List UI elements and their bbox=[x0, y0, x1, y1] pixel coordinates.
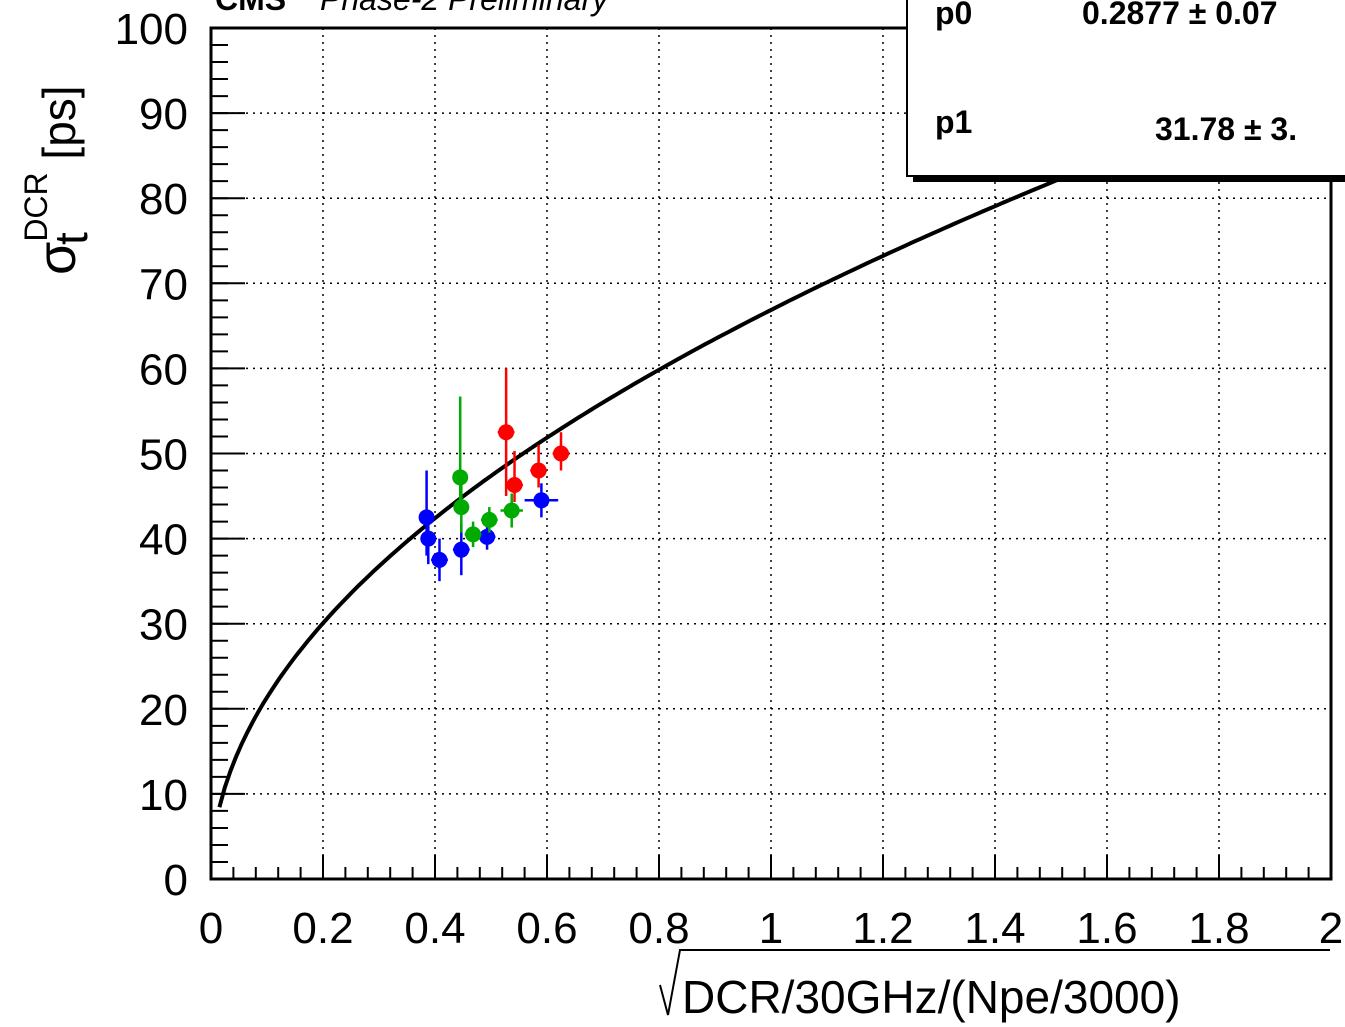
data-point bbox=[452, 469, 469, 486]
data-point bbox=[431, 551, 448, 568]
y-axis-symbol: σ bbox=[27, 242, 87, 275]
y-tick-label: 60 bbox=[139, 345, 188, 394]
data-point bbox=[465, 526, 482, 543]
cms-label: CMS bbox=[215, 0, 286, 17]
fit-stats-box: p0 0.2877 ± 0.07 p1 31.78 ± 3. bbox=[906, 0, 1345, 182]
x-tick-label: 2 bbox=[1319, 904, 1343, 953]
data-points-layer bbox=[418, 368, 570, 582]
y-tick-label: 100 bbox=[115, 5, 188, 54]
x-tick-label: 0.4 bbox=[404, 904, 465, 953]
data-point bbox=[530, 462, 547, 479]
data-point bbox=[553, 445, 569, 462]
data-point bbox=[453, 541, 470, 558]
y-axis-title: σDCR [ps] t bbox=[18, 85, 97, 275]
x-axis-title: DCR/30GHz/(Npe/3000) bbox=[659, 949, 1330, 1023]
x-tick-label: 1.6 bbox=[1076, 904, 1137, 953]
y-tick-label: 70 bbox=[139, 260, 188, 309]
y-tick-label: 40 bbox=[139, 516, 188, 565]
x-tick-label: 1.4 bbox=[964, 904, 1025, 953]
y-tick-label: 80 bbox=[139, 175, 188, 224]
stat-p0-name: p0 bbox=[935, 0, 972, 31]
data-point bbox=[506, 476, 523, 493]
tick-labels: 0 0.2 0.4 0.6 0.8 1 1.2 1.4 1.6 1.8 20102030405060… bbox=[115, 5, 1344, 953]
x-tick-label: 1.2 bbox=[852, 904, 913, 953]
stat-p0-value: 0.2877 ± 0.07 bbox=[1082, 0, 1278, 31]
x-tick-label: 0.2 bbox=[292, 904, 353, 953]
y-axis-subscript: t bbox=[45, 232, 97, 245]
data-series bbox=[418, 470, 559, 582]
y-tick-label: 0 bbox=[164, 856, 188, 905]
data-point bbox=[420, 530, 437, 547]
fit-curve bbox=[217, 75, 1327, 808]
axis-ticks bbox=[210, 27, 1332, 880]
data-point bbox=[503, 502, 520, 519]
stat-p1-name: p1 bbox=[935, 104, 972, 140]
sqrt-sign-icon bbox=[659, 949, 1330, 1016]
y-axis-superscript: DCR bbox=[18, 172, 54, 241]
data-point bbox=[479, 528, 496, 545]
data-point bbox=[498, 424, 515, 441]
y-tick-label: 90 bbox=[139, 90, 188, 139]
y-tick-label: 10 bbox=[139, 771, 188, 820]
svg-text:DCR/30GHz/(Npe/3000): DCR/30GHz/(Npe/3000) bbox=[682, 971, 1181, 1023]
x-tick-label: 1 bbox=[759, 904, 783, 953]
data-point bbox=[533, 492, 550, 509]
data-series bbox=[497, 368, 570, 503]
y-tick-label: 30 bbox=[139, 601, 188, 650]
data-point bbox=[453, 499, 470, 516]
x-tick-label: 0.6 bbox=[516, 904, 577, 953]
y-tick-label: 50 bbox=[139, 431, 188, 480]
y-tick-label: 20 bbox=[139, 686, 188, 735]
y-axis-unit: [ps] bbox=[33, 85, 85, 172]
data-point bbox=[418, 509, 435, 526]
x-tick-label: 0 bbox=[199, 904, 223, 953]
svg-text:σDCR [ps]: σDCR [ps] bbox=[18, 85, 87, 275]
status-label: Phase-2 Preliminary bbox=[320, 0, 610, 17]
fit-curve-layer bbox=[217, 75, 1327, 808]
data-series bbox=[452, 396, 523, 548]
stat-p1-value: 31.78 ± 3. bbox=[1155, 111, 1297, 147]
x-tick-label: 0.8 bbox=[628, 904, 689, 953]
x-tick-label: 1.8 bbox=[1188, 904, 1249, 953]
plot-frame bbox=[209, 26, 1333, 881]
data-point bbox=[481, 511, 498, 528]
